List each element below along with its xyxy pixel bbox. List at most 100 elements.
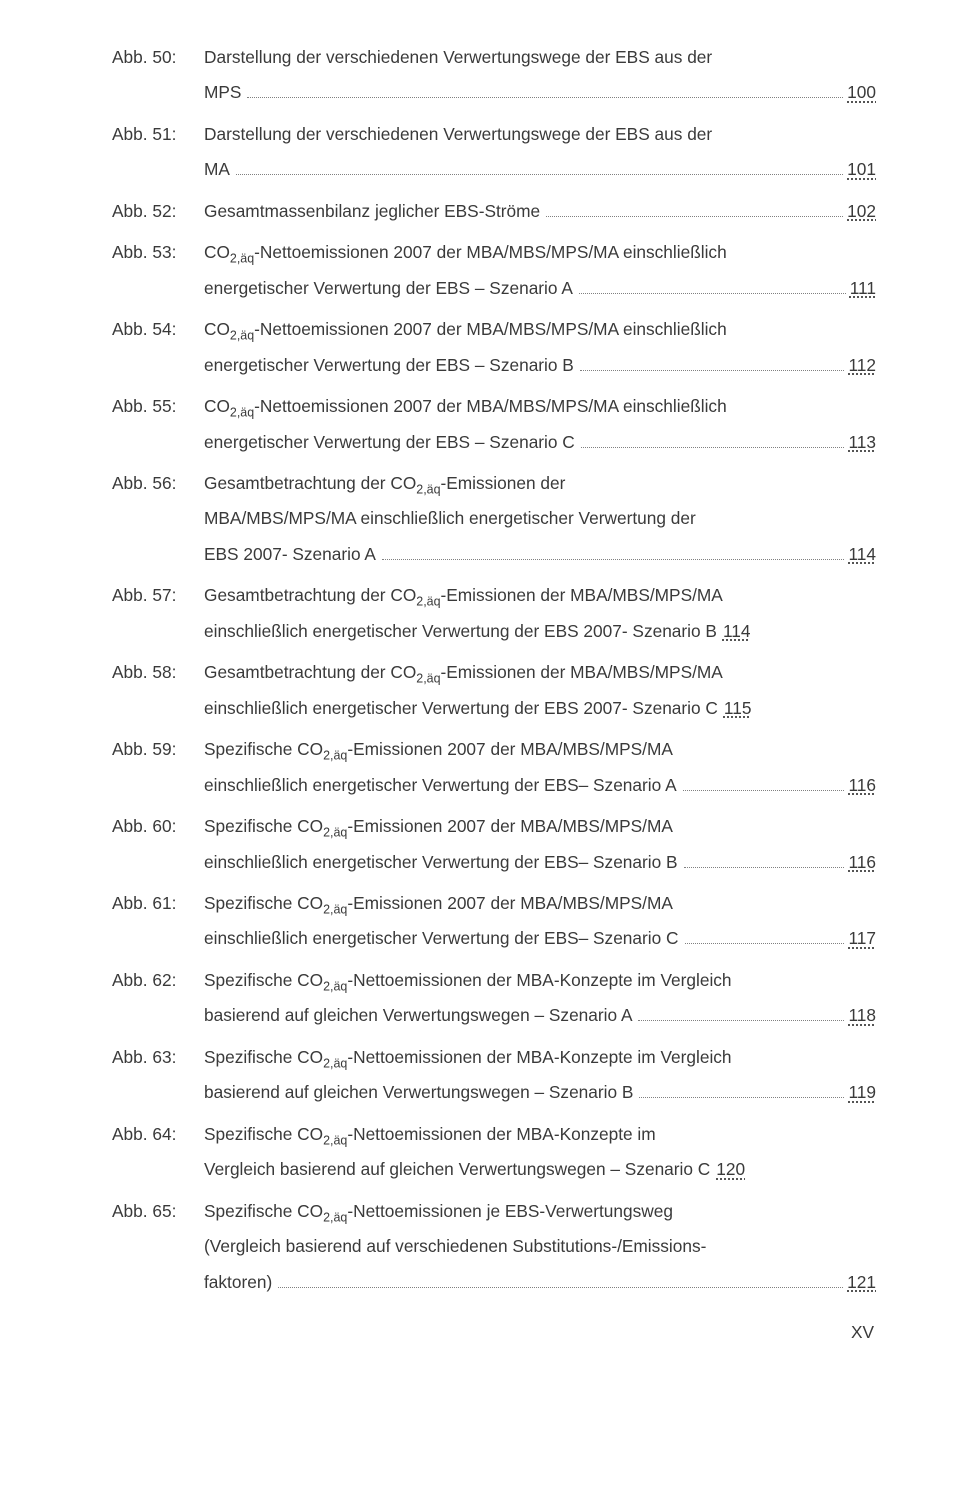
figure-text: einschließlich energetischer Verwertung … — [204, 768, 677, 803]
figure-page-number: 120 — [716, 1152, 745, 1187]
figure-entry-line: Abb. 63:Spezifische CO2,äq-Nettoemission… — [112, 1040, 876, 1075]
dot-leader — [546, 200, 843, 217]
figure-text: Spezifische CO2,äq-Emissionen 2007 der M… — [204, 732, 673, 767]
figure-entry-line: energetischer Verwertung der EBS – Szena… — [112, 348, 876, 383]
figure-entry-line: MA 101 — [112, 152, 876, 187]
figure-entry-line: Abb. 60:Spezifische CO2,äq-Emissionen 20… — [112, 809, 876, 844]
figure-page-number: 114 — [723, 614, 751, 649]
figure-text: Spezifische CO2,äq-Nettoemissionen der M… — [204, 963, 732, 998]
figure-entry: Abb. 53:CO2,äq-Nettoemissionen 2007 der … — [112, 235, 876, 306]
page-number-footer: XV — [112, 1322, 876, 1343]
figure-page-number: 115 — [724, 691, 752, 726]
dot-leader — [639, 1082, 844, 1099]
figure-entry: Abb. 52:Gesamtmassenbilanz jeglicher EBS… — [112, 194, 876, 229]
figure-page-number: 116 — [848, 845, 876, 880]
figure-entry: Abb. 50:Darstellung der verschiedenen Ve… — [112, 40, 876, 111]
figure-entry-line: Abb. 55:CO2,äq-Nettoemissionen 2007 der … — [112, 389, 876, 424]
dot-leader — [247, 82, 843, 99]
figure-label: Abb. 53: — [112, 235, 204, 270]
figure-entry-line: einschließlich energetischer Verwertung … — [112, 845, 876, 880]
figure-text: EBS 2007- Szenario A — [204, 537, 376, 572]
figure-label: Abb. 65: — [112, 1194, 204, 1229]
figure-page-number: 113 — [848, 425, 876, 460]
figure-text: energetischer Verwertung der EBS – Szena… — [204, 271, 573, 306]
figure-entry-line: basierend auf gleichen Verwertungswegen … — [112, 1075, 876, 1110]
dot-leader — [580, 354, 845, 371]
figure-entry-line: MPS 100 — [112, 75, 876, 110]
figure-entry: Abb. 55:CO2,äq-Nettoemissionen 2007 der … — [112, 389, 876, 460]
figure-text: CO2,äq-Nettoemissionen 2007 der MBA/MBS/… — [204, 312, 727, 347]
figure-text: Spezifische CO2,äq-Nettoemissionen je EB… — [204, 1194, 673, 1229]
figure-label: Abb. 54: — [112, 312, 204, 347]
figure-entry-line: basierend auf gleichen Verwertungswegen … — [112, 998, 876, 1033]
figure-entry-line: Abb. 52:Gesamtmassenbilanz jeglicher EBS… — [112, 194, 876, 229]
figure-text: Darstellung der verschiedenen Verwertung… — [204, 117, 712, 152]
figure-text: MA — [204, 152, 230, 187]
figure-entry-line: EBS 2007- Szenario A 114 — [112, 537, 876, 572]
figure-text: (Vergleich basierend auf verschiedenen S… — [204, 1229, 706, 1264]
figure-text: Darstellung der verschiedenen Verwertung… — [204, 40, 712, 75]
figure-entry-line: (Vergleich basierend auf verschiedenen S… — [112, 1229, 876, 1264]
figure-text: Gesamtbetrachtung der CO2,äq-Emissionen … — [204, 655, 723, 690]
figure-text: Gesamtmassenbilanz jeglicher EBS-Ströme — [204, 194, 540, 229]
figure-entry-line: einschließlich energetischer Verwertung … — [112, 614, 876, 649]
figure-label: Abb. 60: — [112, 809, 204, 844]
figure-entry-line: Abb. 59:Spezifische CO2,äq-Emissionen 20… — [112, 732, 876, 767]
figure-entry: Abb. 60:Spezifische CO2,äq-Emissionen 20… — [112, 809, 876, 880]
figure-page-number: 119 — [848, 1075, 876, 1110]
dot-leader — [278, 1271, 843, 1288]
figure-page-number: 116 — [848, 768, 876, 803]
dot-leader — [685, 928, 845, 945]
figure-label: Abb. 64: — [112, 1117, 204, 1152]
figure-entry-line: einschließlich energetischer Verwertung … — [112, 691, 876, 726]
dot-leader — [236, 159, 843, 176]
figure-text: CO2,äq-Nettoemissionen 2007 der MBA/MBS/… — [204, 235, 727, 270]
figure-entry: Abb. 51:Darstellung der verschiedenen Ve… — [112, 117, 876, 188]
figure-text: faktoren) — [204, 1265, 272, 1300]
figure-entry-line: Abb. 64:Spezifische CO2,äq-Nettoemission… — [112, 1117, 876, 1152]
figure-entry-line: Abb. 54:CO2,äq-Nettoemissionen 2007 der … — [112, 312, 876, 347]
figure-entry: Abb. 61:Spezifische CO2,äq-Emissionen 20… — [112, 886, 876, 957]
figure-entry: Abb. 65:Spezifische CO2,äq-Nettoemission… — [112, 1194, 876, 1300]
dot-leader — [579, 277, 846, 294]
figure-entry-line: Abb. 51:Darstellung der verschiedenen Ve… — [112, 117, 876, 152]
figure-text: einschließlich energetischer Verwertung … — [204, 614, 717, 649]
figure-label: Abb. 58: — [112, 655, 204, 690]
figure-label: Abb. 55: — [112, 389, 204, 424]
figure-text: MPS — [204, 75, 241, 110]
figure-page-number: 100 — [847, 75, 876, 110]
figure-entry-line: Abb. 50:Darstellung der verschiedenen Ve… — [112, 40, 876, 75]
figure-entry-line: einschließlich energetischer Verwertung … — [112, 921, 876, 956]
figure-entry: Abb. 62:Spezifische CO2,äq-Nettoemission… — [112, 963, 876, 1034]
figure-page-number: 101 — [847, 152, 876, 187]
figure-label: Abb. 56: — [112, 466, 204, 501]
figure-entry: Abb. 59:Spezifische CO2,äq-Emissionen 20… — [112, 732, 876, 803]
figure-text: MBA/MBS/MPS/MA einschließlich energetisc… — [204, 501, 696, 536]
figure-label: Abb. 59: — [112, 732, 204, 767]
figure-label: Abb. 52: — [112, 194, 204, 229]
figure-entry-line: energetischer Verwertung der EBS – Szena… — [112, 425, 876, 460]
figure-text: Spezifische CO2,äq-Emissionen 2007 der M… — [204, 809, 673, 844]
figure-page-number: 114 — [848, 537, 876, 572]
figure-text: energetischer Verwertung der EBS – Szena… — [204, 348, 574, 383]
figure-entry: Abb. 63:Spezifische CO2,äq-Nettoemission… — [112, 1040, 876, 1111]
figure-page-number: 112 — [848, 348, 876, 383]
figure-entry-line: MBA/MBS/MPS/MA einschließlich energetisc… — [112, 501, 876, 536]
figure-entry-line: Abb. 61:Spezifische CO2,äq-Emissionen 20… — [112, 886, 876, 921]
figure-text: Gesamtbetrachtung der CO2,äq-Emissionen … — [204, 578, 723, 613]
figure-label: Abb. 61: — [112, 886, 204, 921]
figure-entry-line: Abb. 53:CO2,äq-Nettoemissionen 2007 der … — [112, 235, 876, 270]
figure-entry-line: energetischer Verwertung der EBS – Szena… — [112, 271, 876, 306]
figure-text: Spezifische CO2,äq-Nettoemissionen der M… — [204, 1040, 732, 1075]
figure-label: Abb. 62: — [112, 963, 204, 998]
figure-label: Abb. 57: — [112, 578, 204, 613]
figure-text: basierend auf gleichen Verwertungswegen … — [204, 1075, 633, 1110]
figure-text: CO2,äq-Nettoemissionen 2007 der MBA/MBS/… — [204, 389, 727, 424]
dot-leader — [684, 851, 845, 868]
figure-text: Gesamtbetrachtung der CO2,äq-Emissionen … — [204, 466, 565, 501]
figure-text: einschließlich energetischer Verwertung … — [204, 921, 679, 956]
figure-text: Vergleich basierend auf gleichen Verwert… — [204, 1152, 710, 1187]
figure-entry-line: Abb. 58:Gesamtbetrachtung der CO2,äq-Emi… — [112, 655, 876, 690]
figure-entry: Abb. 58:Gesamtbetrachtung der CO2,äq-Emi… — [112, 655, 876, 726]
figure-entry-line: Abb. 62:Spezifische CO2,äq-Nettoemission… — [112, 963, 876, 998]
